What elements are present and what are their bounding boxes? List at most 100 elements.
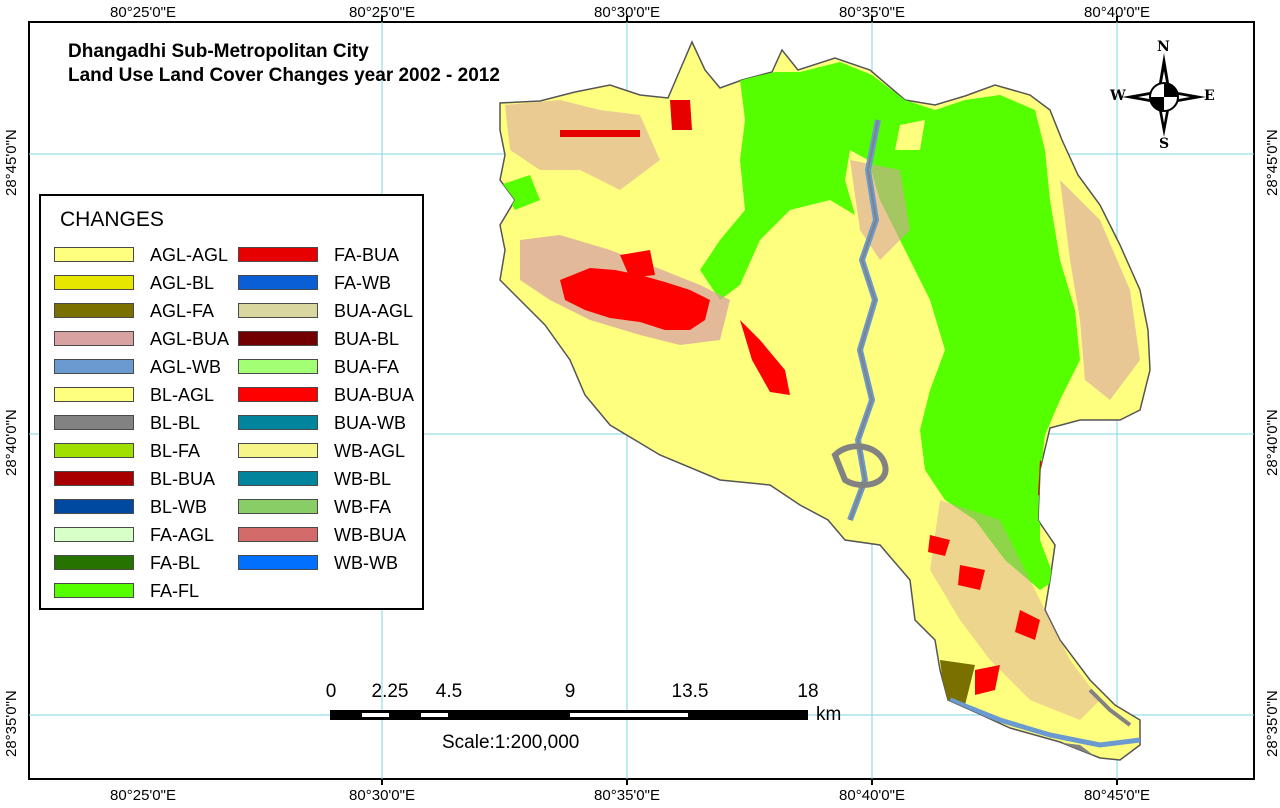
built-up-patch xyxy=(928,535,950,556)
legend-label: BUA-WB xyxy=(334,413,406,433)
legend-label: BUA-BUA xyxy=(334,385,415,405)
legend-label: BL-AGL xyxy=(150,385,215,405)
built-up-change-zone xyxy=(505,100,660,190)
built-up-patch xyxy=(958,565,985,590)
agl-fa-patch xyxy=(940,660,975,705)
legend-label: WB-BL xyxy=(334,469,392,489)
legend-swatch xyxy=(238,387,318,402)
north-arrow xyxy=(1122,53,1206,137)
built-up-patch xyxy=(975,665,1000,695)
legend-swatch xyxy=(238,275,318,290)
legend-swatch xyxy=(238,303,318,318)
longitude-label-top: 80°25'0"E xyxy=(110,4,176,21)
legend-swatch xyxy=(54,471,134,486)
legend-label: AGL-WB xyxy=(150,357,222,377)
longitude-label-top: 80°35'0"E xyxy=(839,4,905,21)
legend-swatch xyxy=(238,359,318,374)
legend-label: BL-WB xyxy=(150,497,208,517)
longitude-label-bottom: 80°25'0"E xyxy=(110,787,176,804)
latitude-label-right: 28°40'0"N xyxy=(1264,409,1280,476)
latitude-label-left: 28°40'0"N xyxy=(3,409,20,476)
river xyxy=(949,697,1141,748)
latitude-label-left: 28°45'0"N xyxy=(3,129,20,196)
legend-swatch xyxy=(238,443,318,458)
legend-label: FA-WB xyxy=(334,273,391,293)
legend-label: WB-AGL xyxy=(334,441,406,461)
built-up-change-zone xyxy=(930,500,1100,720)
legend-label: FA-BUA xyxy=(334,245,400,265)
legend-swatch xyxy=(54,275,134,290)
longitude-label-bottom: 80°30'0"E xyxy=(349,787,415,804)
built-up-patch xyxy=(560,130,640,137)
legend-label: BUA-FA xyxy=(334,357,400,377)
city-boundary-map xyxy=(499,40,1151,761)
legend-label: AGL-AGL xyxy=(150,245,229,265)
scale-unit: km xyxy=(816,704,842,725)
legend-title: CHANGES xyxy=(60,208,164,231)
scale-tick-label: 0 xyxy=(325,681,337,702)
legend-label: FA-BL xyxy=(150,553,201,573)
scale-tick-label: 4.5 xyxy=(435,681,463,702)
legend-label: BUA-AGL xyxy=(334,301,414,321)
legend-swatch xyxy=(238,247,318,262)
south-label: S xyxy=(1159,136,1170,152)
legend-swatch xyxy=(238,471,318,486)
legend-label: BL-FA xyxy=(150,441,201,461)
longitude-label-bottom: 80°45'0"E xyxy=(1084,787,1150,804)
legend-label: AGL-BUA xyxy=(150,329,230,349)
built-up-patch xyxy=(740,320,790,395)
river-meander xyxy=(831,443,889,488)
legend-label: BL-BUA xyxy=(150,469,216,489)
legend-swatch xyxy=(54,247,134,262)
longitude-label-top: 80°25'0"E xyxy=(349,4,415,21)
legend-swatch xyxy=(54,359,134,374)
legend-label: FA-FL xyxy=(150,581,200,601)
forest-area xyxy=(700,62,1080,590)
built-up-change-zone xyxy=(1060,180,1140,400)
legend-swatch xyxy=(54,527,134,542)
built-up-patch xyxy=(1075,630,1090,660)
legend-swatch xyxy=(238,555,318,570)
longitude-label-bottom: 80°40'0"E xyxy=(839,787,905,804)
latitude-label-right: 28°45'0"N xyxy=(1264,129,1280,196)
river-bank xyxy=(849,119,879,521)
legend-label: AGL-FA xyxy=(150,301,215,321)
north-label: N xyxy=(1157,39,1170,55)
west-label: W xyxy=(1110,88,1126,104)
legend-label: WB-WB xyxy=(334,553,398,573)
scale-tick-label: 9 xyxy=(564,681,576,702)
legend-swatch xyxy=(54,583,134,598)
river xyxy=(1088,688,1132,727)
scale-tick-label: 18 xyxy=(797,681,819,702)
legend-swatch xyxy=(54,387,134,402)
map-title-line2: Land Use Land Cover Changes year 2002 - … xyxy=(68,65,500,86)
built-up-patch xyxy=(670,100,692,130)
legend-swatch xyxy=(238,331,318,346)
latitude-label-right: 28°35'0"N xyxy=(1264,690,1280,757)
legend: CHANGES AGL-AGL AGL-BL AGL-FA AGL-BUA AGL-WB… xyxy=(39,194,424,610)
longitude-label-bottom: 80°35'0"E xyxy=(594,787,660,804)
legend-label: BL-BL xyxy=(150,413,201,433)
legend-swatch xyxy=(238,415,318,430)
map-title: Dhangadhi Sub-Metropolitan City Land Use… xyxy=(68,40,500,88)
map-title-line1: Dhangadhi Sub-Metropolitan City xyxy=(68,41,369,62)
built-up-core xyxy=(560,268,710,330)
scale-bar xyxy=(330,710,808,720)
scale-tick-label: 13.5 xyxy=(671,681,709,702)
legend-swatch xyxy=(54,499,134,514)
scale-ratio: Scale:1:200,000 xyxy=(442,732,580,753)
legend-swatch xyxy=(54,303,134,318)
legend-swatch xyxy=(54,555,134,570)
legend-swatch xyxy=(238,527,318,542)
legend-swatch xyxy=(238,499,318,514)
built-up-patch xyxy=(1015,610,1040,640)
built-up-change-zone xyxy=(850,160,910,260)
legend-swatch xyxy=(54,415,134,430)
legend-label: FA-AGL xyxy=(150,525,215,545)
agriculture-patch xyxy=(895,120,925,150)
scale-tick-label: 2.25 xyxy=(371,681,409,702)
legend-label: WB-FA xyxy=(334,497,391,517)
built-up-patch xyxy=(620,250,655,278)
legend-label: BUA-BL xyxy=(334,329,400,349)
